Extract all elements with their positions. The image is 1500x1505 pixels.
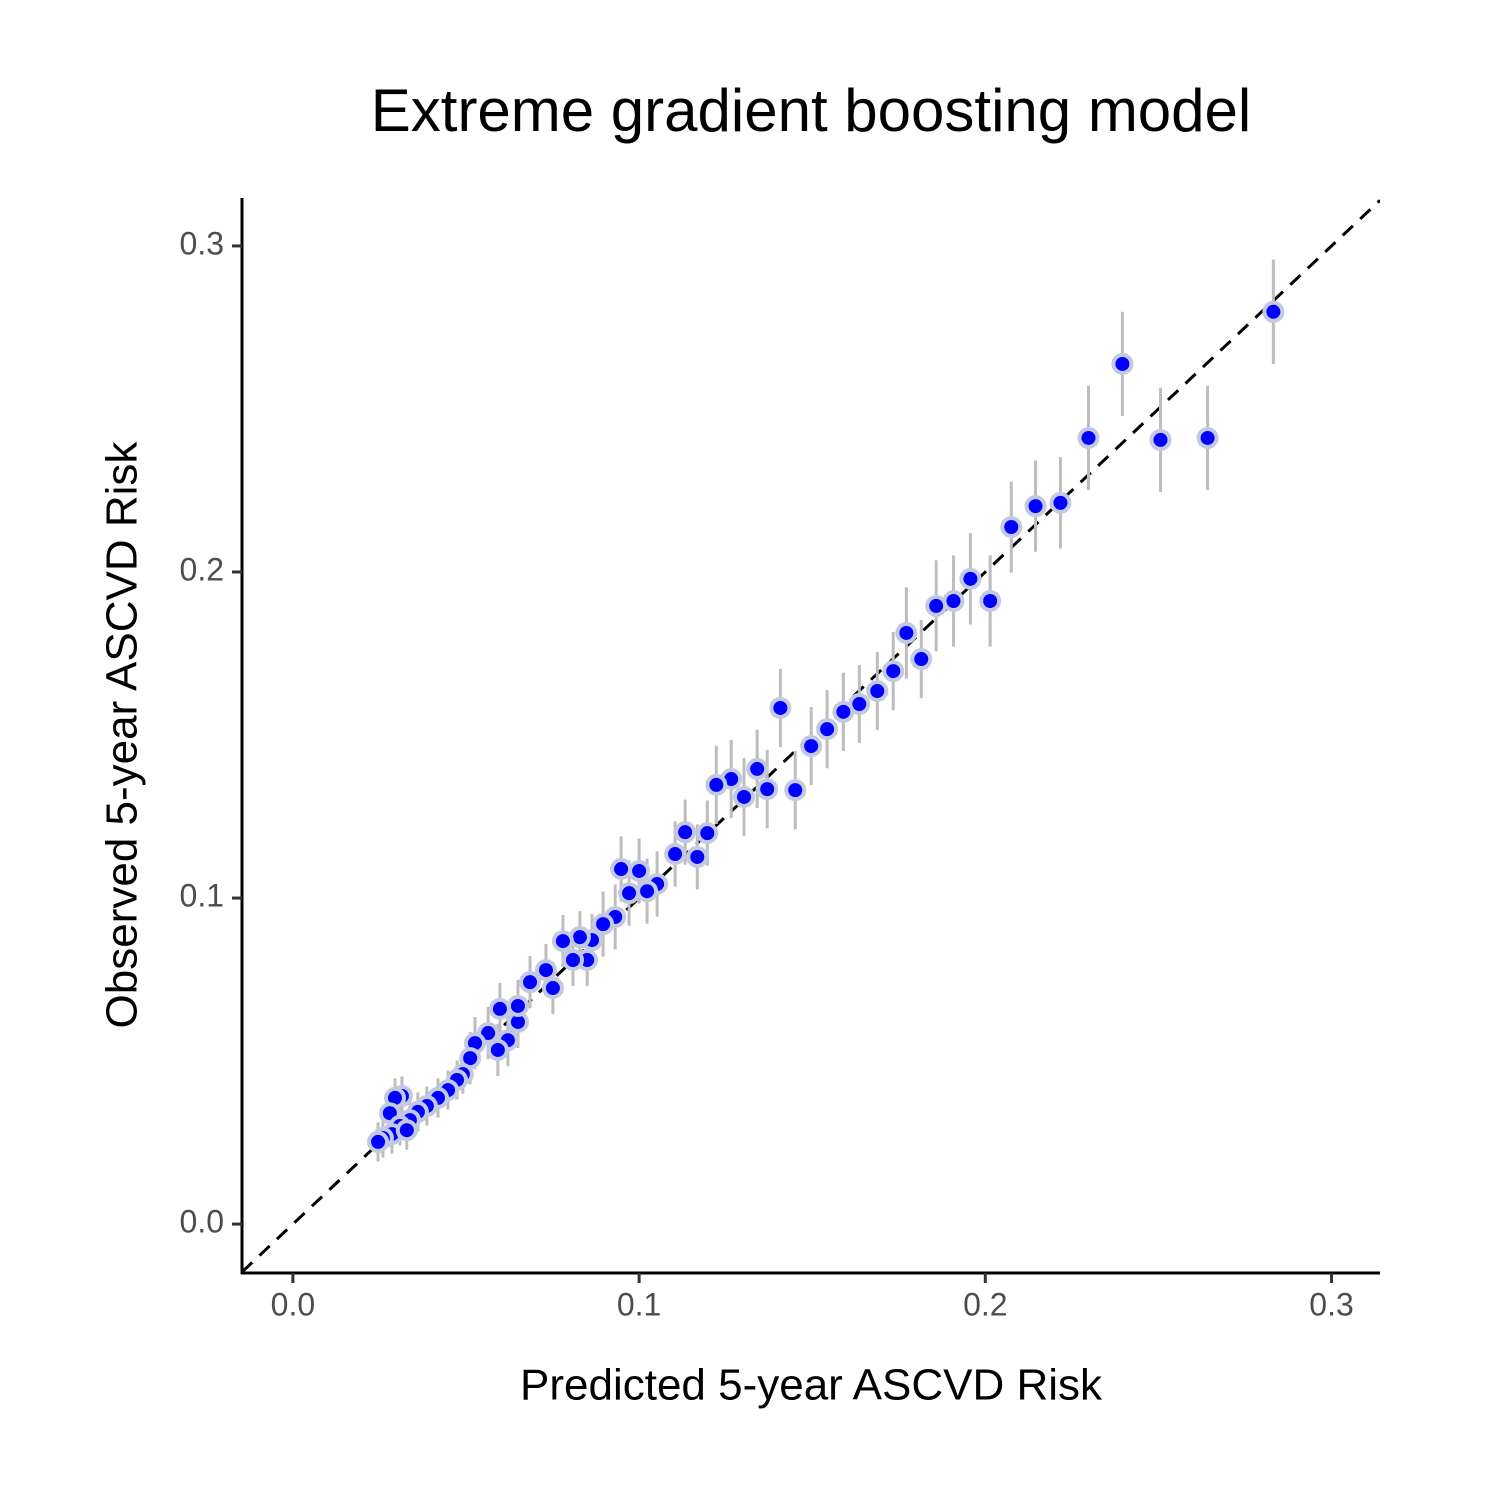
- point: [1262, 300, 1285, 323]
- point: [882, 660, 905, 683]
- point: [486, 1038, 509, 1061]
- point: [746, 757, 769, 780]
- point: [636, 880, 659, 903]
- point: [1024, 495, 1047, 518]
- x-tick-label: 0.3: [1309, 1286, 1353, 1322]
- point: [979, 590, 1002, 613]
- x-tick-label: 0.1: [617, 1286, 661, 1322]
- point: [618, 882, 641, 905]
- point: [674, 821, 697, 844]
- point: [769, 696, 792, 719]
- point: [959, 567, 982, 590]
- point: [800, 735, 823, 758]
- x-tick-label: 0.0: [271, 1286, 315, 1322]
- point: [628, 859, 651, 882]
- point: [610, 858, 633, 881]
- point: [696, 822, 719, 845]
- point: [395, 1119, 418, 1142]
- point: [367, 1130, 390, 1153]
- point: [832, 700, 855, 723]
- point: [1000, 515, 1023, 538]
- point: [1049, 491, 1072, 514]
- point: [756, 778, 779, 801]
- point: [592, 913, 615, 936]
- point: [733, 785, 756, 808]
- x-axis-label: Predicted 5-year ASCVD Risk: [520, 1361, 1103, 1410]
- point: [925, 594, 948, 617]
- point: [551, 930, 574, 953]
- point: [1077, 426, 1100, 449]
- point: [895, 621, 918, 644]
- point: [519, 971, 542, 994]
- point: [1196, 426, 1219, 449]
- point: [866, 679, 889, 702]
- point: [705, 773, 728, 796]
- point: [942, 590, 965, 613]
- point: [686, 845, 709, 868]
- plot-area: [242, 199, 1380, 1273]
- x-tick-label: 0.2: [963, 1286, 1007, 1322]
- point: [784, 779, 807, 802]
- point: [488, 997, 511, 1020]
- point: [910, 648, 933, 671]
- y-axis-label: Observed 5-year ASCVD Risk: [98, 441, 147, 1029]
- chart-title: Extreme gradient boosting model: [371, 77, 1252, 144]
- y-tick-label: 0.1: [180, 877, 224, 913]
- point: [541, 977, 564, 1000]
- y-tick-label: 0.0: [180, 1204, 224, 1240]
- point: [506, 994, 529, 1017]
- y-tick-label: 0.3: [180, 225, 224, 261]
- y-tick-label: 0.2: [180, 551, 224, 587]
- point: [664, 843, 687, 866]
- point: [1149, 428, 1172, 451]
- point: [816, 718, 839, 741]
- point: [534, 959, 557, 982]
- point: [1111, 352, 1134, 375]
- point: [561, 948, 584, 971]
